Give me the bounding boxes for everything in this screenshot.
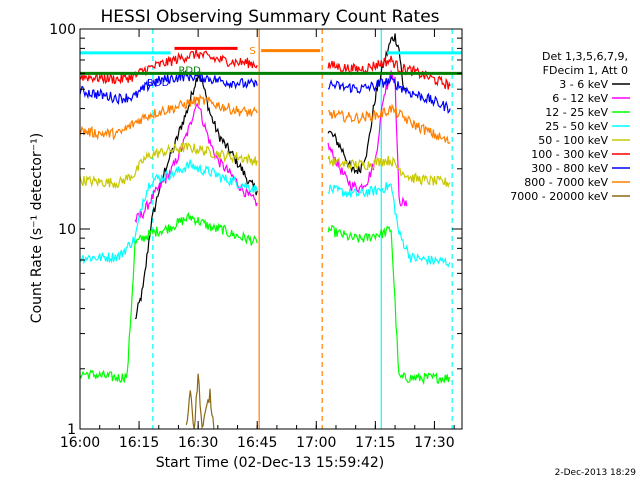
y-tick-label-1: 10	[58, 222, 76, 238]
legend-label-0: 3 - 6 keV	[559, 78, 608, 91]
series-line-25-50-kev	[79, 159, 451, 268]
chart-title: HESSI Observing Summary Count Rates	[100, 7, 439, 27]
legend-label-6: 300 - 800 keV	[531, 162, 608, 175]
legend-label-7: 800 - 7000 keV	[524, 176, 608, 189]
series-line-3-6-kev	[134, 33, 408, 320]
legend-header-0: Det 1,3,5,6,7,9,	[542, 50, 628, 63]
plot-area: S RDD RDD 16:00 16:15 16:30 16:45 17:00 17:15 17:…	[49, 22, 463, 451]
y-tick-label-0: 1	[67, 422, 76, 438]
x-tick-label-5: 17:15	[355, 435, 395, 451]
series-line-50-100-kev	[79, 142, 451, 190]
series-line-300-800-kev	[79, 69, 451, 114]
x-tick-label-3: 16:45	[237, 435, 277, 451]
legend-label-3: 25 - 50 keV	[545, 120, 608, 133]
x-tick-label-6: 17:30	[414, 435, 454, 451]
timestamp: 2-Dec-2013 18:29	[555, 468, 637, 478]
annotation-s-0: S	[249, 46, 255, 57]
x-axis-label: Start Time (02-Dec-13 15:59:42)	[156, 455, 384, 471]
legend-label-5: 100 - 300 keV	[531, 148, 608, 161]
y-axis-label: Count Rate (s⁻¹ detector⁻¹)	[29, 133, 45, 323]
y-tick-label-2: 100	[49, 22, 76, 38]
plot-frame	[79, 28, 463, 430]
series-line-100-300-kev	[79, 49, 451, 90]
series-line-800-7000-kev	[79, 93, 451, 144]
annotation-rdd-2: RDD	[147, 78, 170, 89]
x-tick-label-2: 16:30	[178, 435, 218, 451]
legend-header-1: FDecim 1, Att 0	[543, 64, 628, 77]
series-line-7000-20000-kev	[185, 373, 215, 430]
series-line-6-12-kev	[134, 69, 408, 224]
legend-label-4: 50 - 100 keV	[538, 134, 608, 147]
legend-label-1: 6 - 12 keV	[552, 92, 608, 105]
x-tick-label-0: 16:00	[60, 435, 100, 451]
legend: Det 1,3,5,6,7,9,FDecim 1, Att 03 - 6 keV…	[510, 50, 630, 203]
legend-label-8: 7000 - 20000 keV	[510, 190, 608, 203]
x-tick-label-4: 17:00	[296, 435, 336, 451]
legend-label-2: 12 - 25 keV	[545, 106, 608, 119]
series-line-12-25-kev	[79, 211, 451, 386]
x-tick-label-1: 16:15	[119, 435, 159, 451]
annotation-rdd-1: RDD	[178, 65, 201, 76]
